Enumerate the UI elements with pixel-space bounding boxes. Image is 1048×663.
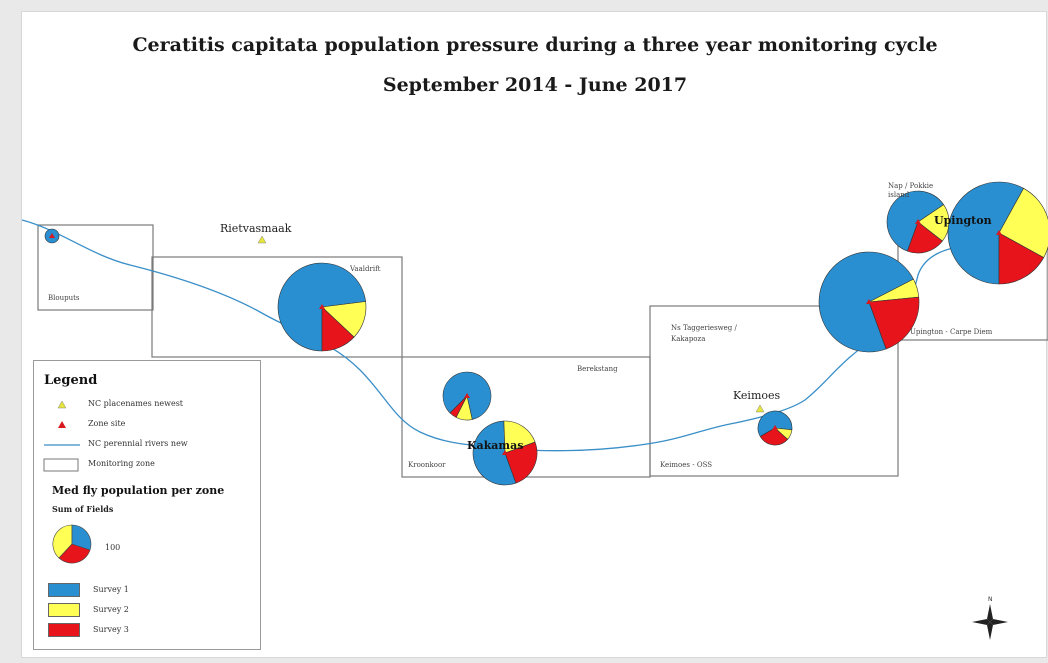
zone-label-tuggerie: Ns Taggeriesweg / Kakapoza: [671, 324, 737, 343]
zone-site-marker: [866, 299, 872, 304]
legend-panel: Legend NC placenames newest Zone site NC…: [33, 360, 261, 650]
zone-vaaldrift: [151, 256, 403, 358]
place-label-kakamas: Kakamas: [467, 439, 524, 452]
zone-site-marker: [319, 304, 325, 309]
monitoring-zone-icon: [43, 458, 79, 472]
pie-slice-berekstang-survey-3: [449, 395, 468, 418]
survey-1-label: Survey 1: [93, 585, 129, 594]
zone-site-marker: [464, 393, 470, 398]
red-triangle-icon: [58, 421, 66, 428]
place-label-rietvasmaak: Rietvasmaak: [220, 222, 292, 235]
pie-slice-upington-survey-1: [947, 181, 1024, 285]
place-label-keimoes: Keimoes: [733, 389, 781, 402]
zone-label-blouputs: Blouputs: [48, 294, 80, 302]
legend-item-placenames: NC placenames newest: [42, 397, 183, 413]
yellow-triangle-icon: [57, 400, 67, 409]
legend-title: Legend: [44, 373, 98, 388]
zone-site-marker: [502, 450, 508, 455]
pie-slice-upington-survey-3: [998, 232, 1045, 285]
survey-3-swatch: [48, 623, 80, 637]
zone-label-vaaldrift: Vaaldrift: [350, 265, 381, 273]
legend-pie-icon: [52, 524, 92, 564]
zone-site-marker: [49, 233, 55, 238]
pie-slice-vaaldrift-survey-3: [321, 306, 355, 352]
pie-slice-nap-pokkie-island-survey-3: [907, 221, 943, 254]
zone-keimoes: [649, 305, 899, 477]
legend-size-value: 100: [105, 543, 121, 552]
map-subtitle: September 2014 - June 2017: [382, 74, 688, 96]
legend-item-label: Monitoring zone: [88, 459, 155, 468]
legend-subtitle: Med fly population per zone: [52, 484, 225, 497]
north-arrow-icon: N: [972, 596, 1008, 640]
map-title: Ceratitis capitata population pressure d…: [132, 34, 938, 56]
zone-blouputs: [37, 224, 154, 311]
survey-2-swatch: [48, 603, 80, 617]
river-line-icon: [44, 444, 80, 446]
place-label-nap-pokkie: Nap / Pokkie island: [888, 182, 934, 199]
pie-slice-upington-carpe-diem-survey-1: [818, 251, 914, 353]
legend-item-label: NC perennial rivers new: [88, 439, 188, 448]
zone-label-berekstang: Berekstang: [577, 365, 618, 373]
pie-slice-kroonkoor-survey-3: [504, 441, 538, 484]
pie-slice-upington-carpe-diem-survey-3: [868, 296, 920, 350]
pie-slice-kroonkoor-survey-1: [472, 420, 517, 486]
pie-slice-keimoes-oss-survey-1: [757, 410, 793, 437]
legend-sum-label: Sum of Fields: [52, 504, 114, 514]
legend-item-label: Zone site: [88, 419, 126, 428]
survey-2-label: Survey 2: [93, 605, 129, 614]
legend-item-zone-site: Zone site: [42, 417, 125, 433]
legend-item-label: NC placenames newest: [88, 399, 184, 408]
pie-slice-keimoes-oss-survey-3: [759, 427, 789, 446]
zone-label-upington-carpe: Upington - Carpe Diem: [910, 328, 993, 336]
survey-1-swatch: [48, 583, 80, 597]
svg-text:N: N: [988, 596, 993, 603]
pie-layer: [44, 181, 1048, 486]
placename-marker-rietvasmaak: [257, 235, 267, 244]
legend-item-rivers: NC perennial rivers new: [42, 437, 188, 453]
zone-site-marker: [996, 230, 1002, 235]
zone-label-kroonkoor: Kroonkoor: [408, 461, 446, 469]
placename-marker-keimoes: [755, 404, 765, 413]
place-label-upington: Upington: [934, 214, 992, 227]
zone-label-keimoes-oss: Keimoes - OSS: [660, 461, 713, 469]
pie-slice-kroonkoor-survey-2: [503, 420, 536, 454]
survey-3-label: Survey 3: [93, 625, 129, 634]
zone-site-marker: [772, 425, 778, 430]
legend-item-monitoring-zone: Monitoring zone: [42, 457, 155, 473]
zone-site-marker: [915, 219, 921, 224]
pie-slice-nap-pokkie-island-survey-1: [886, 190, 945, 252]
